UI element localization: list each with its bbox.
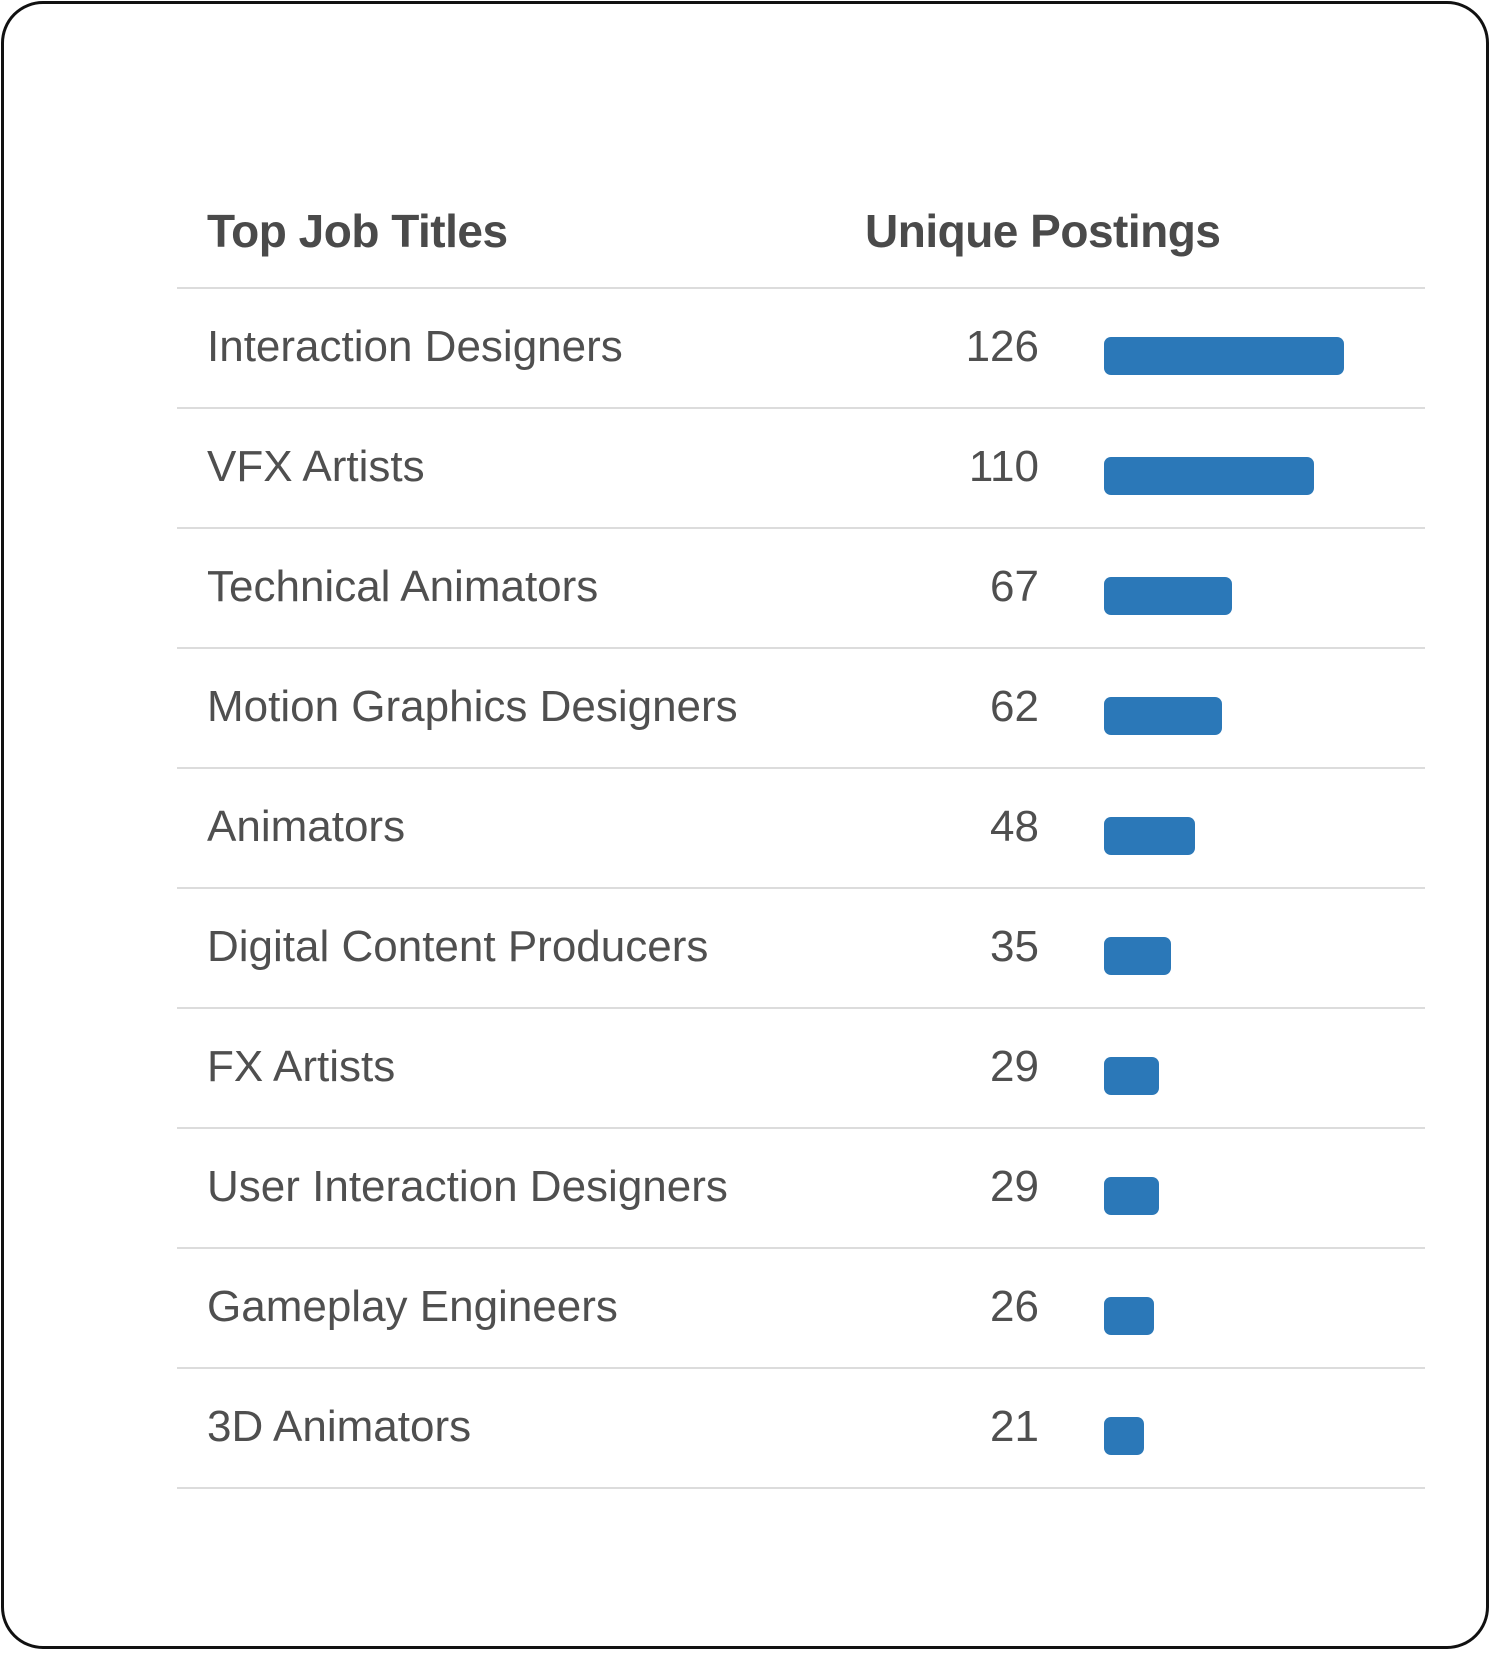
postings-bar — [1104, 937, 1171, 975]
bar-track — [1104, 337, 1344, 375]
header-unique-postings: Unique Postings — [865, 205, 1221, 257]
table-row: FX Artists 29 — [177, 1009, 1425, 1129]
table-row: User Interaction Designers 29 — [177, 1129, 1425, 1249]
postings-bar — [1104, 1057, 1160, 1095]
table-row: Interaction Designers 126 — [177, 289, 1425, 409]
table-row: Digital Content Producers 35 — [177, 889, 1425, 1009]
table-body: Interaction Designers 126 VFX Artists 110 Te… — [177, 289, 1425, 1489]
bar-track — [1104, 697, 1344, 735]
table-row: VFX Artists 110 — [177, 409, 1425, 529]
table-row: Technical Animators 67 — [177, 529, 1425, 649]
bar-track — [1104, 1057, 1344, 1095]
job-title-label: 3D Animators — [207, 1402, 472, 1451]
postings-bar — [1104, 1297, 1154, 1335]
postings-bar — [1104, 1177, 1160, 1215]
bar-track — [1104, 937, 1344, 975]
job-title-label: Animators — [207, 802, 406, 851]
postings-count: 29 — [990, 1162, 1039, 1211]
header-job-titles: Top Job Titles — [207, 205, 508, 257]
bar-track — [1104, 1297, 1344, 1335]
postings-bar — [1104, 577, 1232, 615]
postings-count: 126 — [965, 322, 1039, 371]
job-title-label: VFX Artists — [207, 442, 425, 491]
job-title-label: Motion Graphics Designers — [207, 682, 738, 731]
postings-count: 26 — [990, 1282, 1039, 1331]
table-header: Top Job Titles Unique Postings — [177, 174, 1425, 289]
table-row: Motion Graphics Designers 62 — [177, 649, 1425, 769]
bar-track — [1104, 1417, 1344, 1455]
bar-track — [1104, 577, 1344, 615]
job-title-label: Gameplay Engineers — [207, 1282, 618, 1331]
postings-bar — [1104, 697, 1223, 735]
job-title-label: Interaction Designers — [207, 322, 623, 371]
job-title-label: Digital Content Producers — [207, 922, 709, 971]
postings-bar — [1104, 1417, 1144, 1455]
postings-bar — [1104, 337, 1344, 375]
table-row: Animators 48 — [177, 769, 1425, 889]
postings-count: 29 — [990, 1042, 1039, 1091]
postings-count: 35 — [990, 922, 1039, 971]
table-row: Gameplay Engineers 26 — [177, 1249, 1425, 1369]
job-titles-table: Top Job Titles Unique Postings Interacti… — [177, 174, 1425, 1489]
bar-track — [1104, 457, 1344, 495]
bar-track — [1104, 1177, 1344, 1215]
job-title-label: User Interaction Designers — [207, 1162, 728, 1211]
postings-bar — [1104, 457, 1314, 495]
bar-track — [1104, 817, 1344, 855]
postings-count: 62 — [990, 682, 1039, 731]
postings-count: 21 — [990, 1402, 1039, 1451]
table-row: 3D Animators 21 — [177, 1369, 1425, 1489]
postings-count: 110 — [968, 442, 1039, 491]
postings-count: 48 — [990, 802, 1039, 851]
job-title-label: Technical Animators — [207, 562, 599, 611]
job-title-label: FX Artists — [207, 1042, 396, 1091]
postings-bar — [1104, 817, 1196, 855]
postings-count: 67 — [990, 562, 1039, 611]
